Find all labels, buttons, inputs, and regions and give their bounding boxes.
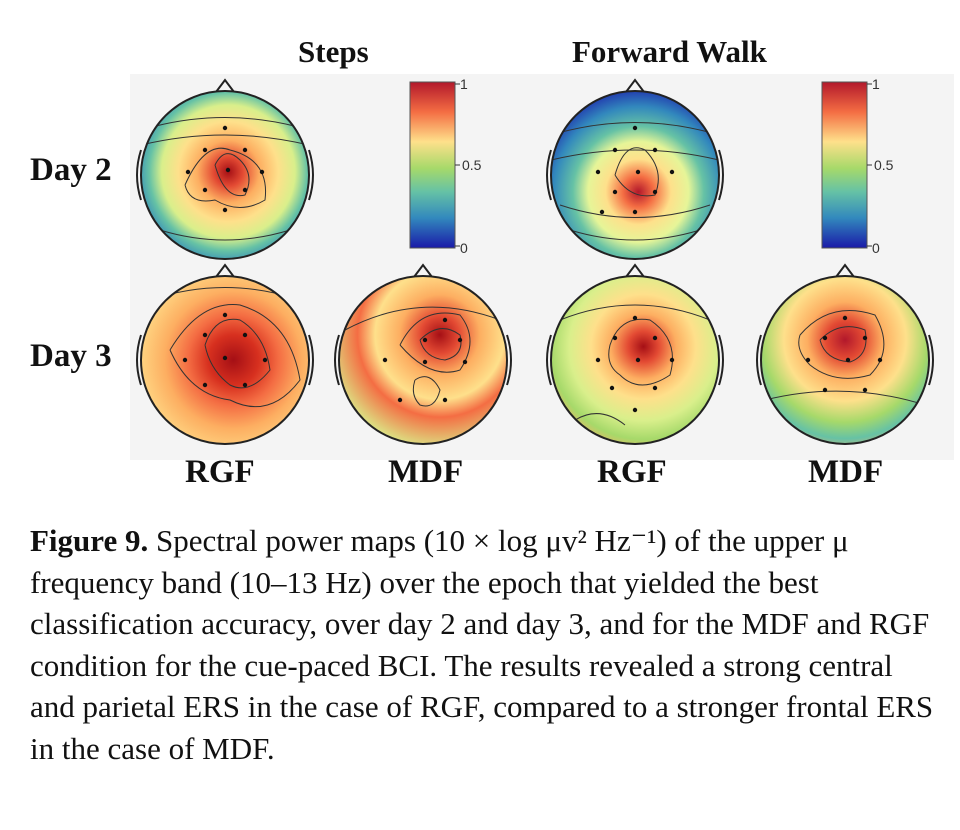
figure-panel: Steps Forward Walk Day 2 Day 3 xyxy=(30,34,954,490)
colorbar-fw-tick-0.5: 0.5 xyxy=(874,157,894,173)
colorbar-steps-tick-1: 1 xyxy=(460,76,468,92)
topomap-day3-forward-walk-mdf xyxy=(756,263,934,445)
column-label-fw-rgf: RGF xyxy=(597,454,667,490)
column-label-fw-mdf: MDF xyxy=(808,454,884,490)
row-label-day3: Day 3 xyxy=(30,338,112,374)
topomap-day2-steps xyxy=(136,78,314,260)
topomap-grid: 1 0.5 0 1 0.5 0 xyxy=(130,74,954,460)
caption-label: Figure 9. xyxy=(30,523,149,558)
column-label-steps-mdf: MDF xyxy=(388,454,464,490)
column-label-steps-rgf: RGF xyxy=(185,454,255,490)
topomap-day3-forward-walk-rgf xyxy=(546,263,724,445)
colorbar-fw-tick-0: 0 xyxy=(872,240,880,256)
colorbar-steps-tick-0.5: 0.5 xyxy=(462,157,482,173)
panel-title-forward-walk: Forward Walk xyxy=(572,34,767,69)
colorbar-forward-walk: 1 0.5 0 xyxy=(821,76,894,256)
caption-text: Spectral power maps (10 × log μv² Hz⁻¹) … xyxy=(30,523,934,766)
figure-caption: Figure 9. Spectral power maps (10 × log … xyxy=(30,520,935,769)
topomap-day3-steps-rgf xyxy=(136,263,314,445)
panel-title-steps: Steps xyxy=(298,34,369,69)
topomap-day2-forward-walk xyxy=(546,78,724,260)
topomap-day3-steps-mdf xyxy=(334,263,512,445)
colorbar-fw-tick-1: 1 xyxy=(872,76,880,92)
colorbar-steps: 1 0.5 0 xyxy=(409,76,482,256)
colorbar-steps-tick-0: 0 xyxy=(460,240,468,256)
row-label-day2: Day 2 xyxy=(30,152,112,188)
